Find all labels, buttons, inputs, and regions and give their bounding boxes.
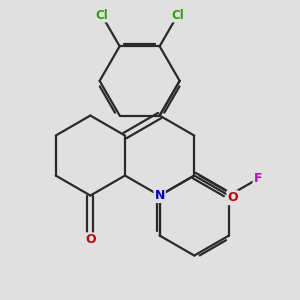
Text: F: F	[254, 172, 262, 185]
Text: Cl: Cl	[171, 8, 184, 22]
Text: N: N	[154, 189, 165, 202]
Text: O: O	[85, 233, 96, 246]
Text: O: O	[227, 191, 238, 204]
Text: Cl: Cl	[95, 8, 108, 22]
